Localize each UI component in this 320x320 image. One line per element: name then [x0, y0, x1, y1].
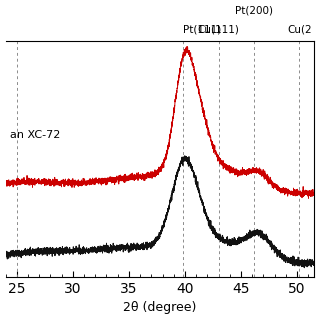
Text: an XC-72: an XC-72	[10, 130, 60, 140]
Text: Cu(111): Cu(111)	[198, 25, 239, 35]
Text: Cu(2: Cu(2	[287, 25, 312, 35]
X-axis label: 2θ (degree): 2θ (degree)	[123, 301, 196, 315]
Text: Pt(200): Pt(200)	[236, 5, 273, 16]
Text: Pt(111): Pt(111)	[183, 25, 221, 35]
